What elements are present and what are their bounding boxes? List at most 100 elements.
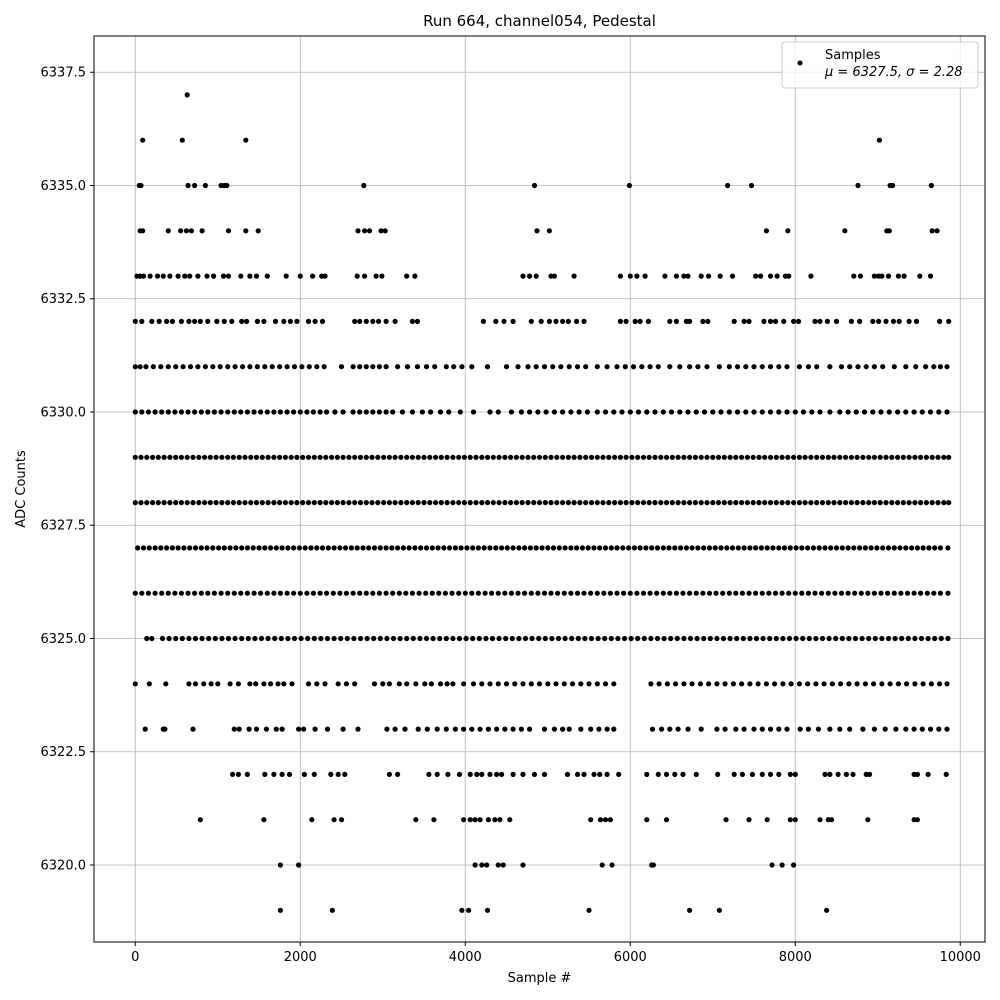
data-point (272, 635, 278, 642)
data-point (145, 590, 151, 596)
data-point (614, 364, 620, 370)
data-point (390, 635, 397, 642)
data-point (925, 635, 931, 642)
data-point (305, 681, 312, 687)
data-point (698, 454, 704, 460)
data-point (192, 635, 199, 642)
data-point (239, 635, 245, 642)
data-point (301, 771, 307, 778)
data-point (929, 500, 935, 506)
data-point (920, 545, 926, 551)
data-point (734, 635, 740, 642)
data-point (541, 726, 548, 732)
data-point (928, 681, 935, 687)
data-point (323, 500, 329, 506)
data-point (692, 454, 699, 460)
data-point (423, 364, 430, 370)
data-point (520, 771, 526, 778)
data-point (342, 771, 348, 778)
data-point (805, 545, 811, 551)
data-point (324, 409, 330, 415)
data-point (302, 545, 308, 551)
data-point (726, 590, 732, 596)
data-point (853, 409, 859, 415)
data-point (720, 590, 726, 596)
data-point (192, 182, 198, 189)
data-point (369, 500, 375, 506)
data-point (866, 500, 872, 506)
data-point (132, 590, 138, 596)
data-point (421, 500, 427, 506)
data-point (819, 454, 826, 460)
data-point (604, 771, 610, 778)
data-point (361, 182, 367, 189)
data-point (900, 454, 906, 460)
data-point (871, 590, 878, 596)
data-point (527, 726, 533, 732)
data-point (211, 409, 217, 415)
data-point (715, 500, 722, 506)
data-point (620, 545, 626, 551)
data-point (821, 681, 827, 687)
data-point (469, 726, 475, 732)
data-point (843, 500, 849, 506)
data-point (528, 318, 534, 324)
data-point (895, 681, 902, 687)
data-point (224, 182, 230, 189)
data-point (623, 318, 629, 324)
data-point (230, 500, 236, 506)
data-point (404, 364, 411, 370)
data-point (310, 590, 316, 596)
data-point (369, 454, 375, 460)
data-point (487, 771, 493, 778)
data-point (860, 454, 866, 460)
data-point (225, 590, 231, 596)
data-point (767, 726, 774, 732)
data-point (319, 318, 326, 324)
data-point (767, 771, 774, 778)
data-point (722, 681, 728, 687)
data-point (211, 273, 217, 279)
data-point (340, 454, 346, 460)
data-point (880, 545, 886, 551)
data-point (251, 409, 257, 415)
data-point (746, 318, 752, 324)
data-point (680, 590, 686, 596)
data-point (352, 454, 358, 460)
data-point (937, 590, 944, 596)
data-point (324, 635, 331, 642)
data-point (225, 500, 231, 506)
data-point (357, 318, 363, 324)
data-point (918, 500, 924, 506)
data-point (195, 364, 201, 370)
data-point (568, 545, 574, 551)
data-point (594, 409, 600, 415)
data-point (927, 726, 934, 732)
data-point (866, 771, 873, 778)
data-point (192, 681, 199, 687)
data-point (210, 545, 216, 551)
data-point (725, 182, 731, 189)
data-point (850, 771, 856, 778)
data-point (310, 409, 316, 415)
data-point (545, 681, 551, 687)
data-point (409, 590, 415, 596)
data-point (680, 771, 686, 778)
data-point (569, 681, 576, 687)
data-point (467, 500, 473, 506)
data-point (550, 545, 557, 551)
data-point (602, 817, 609, 823)
data-point (936, 726, 942, 732)
data-point (329, 454, 335, 460)
data-point (644, 771, 650, 778)
data-point (340, 500, 346, 506)
data-point (165, 364, 171, 370)
data-point (137, 364, 143, 370)
data-point (503, 681, 510, 687)
data-point (760, 635, 766, 642)
data-point (376, 318, 382, 324)
data-point (467, 771, 473, 778)
data-point (256, 545, 262, 551)
data-point (294, 318, 300, 324)
data-point (527, 273, 533, 279)
